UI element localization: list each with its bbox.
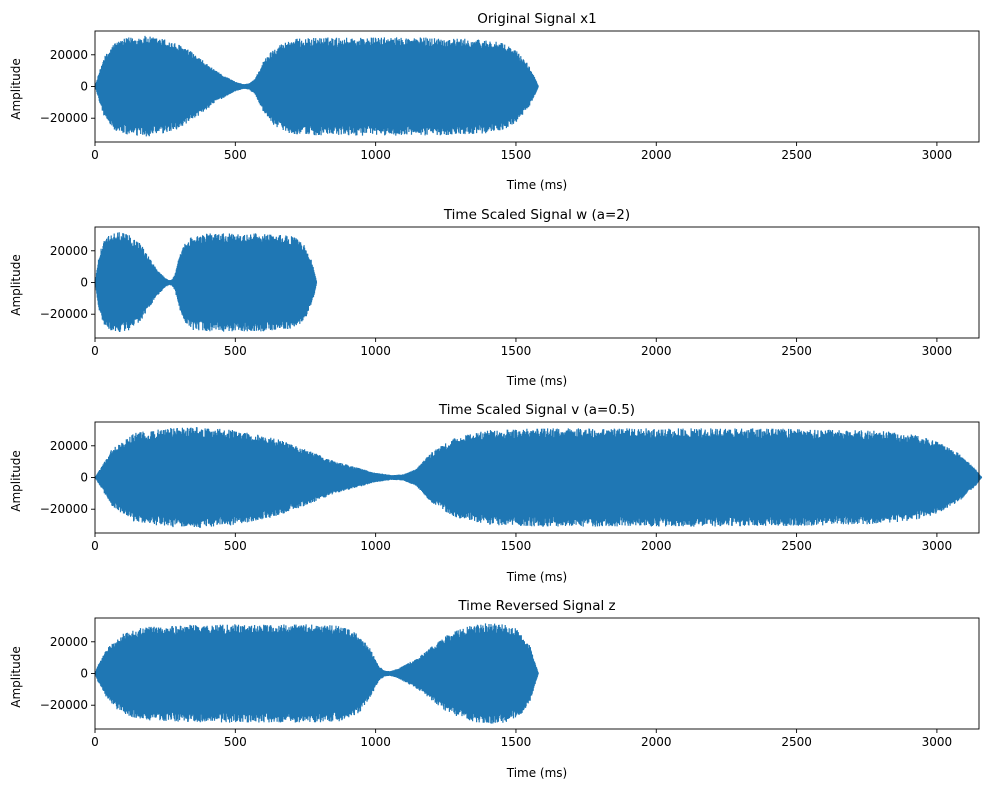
y-tick-label: −20000: [40, 307, 88, 321]
y-tick-label: 0: [80, 667, 88, 681]
y-axis-label: Amplitude: [9, 58, 23, 120]
x-axis-label: Time (ms): [506, 570, 568, 584]
y-tick-label: 20000: [50, 439, 88, 453]
x-tick-label: 2500: [781, 148, 812, 162]
y-axis-label: Amplitude: [9, 254, 23, 316]
y-axis-label: Amplitude: [9, 450, 23, 512]
x-tick-label: 0: [91, 148, 99, 162]
subplot-time-scaled-v: Time Scaled Signal v (a=0.5) 0 500 1000 150…: [9, 402, 983, 584]
x-tick-label: 2000: [641, 148, 672, 162]
x-tick-label: 2500: [781, 344, 812, 358]
x-tick-label: 1000: [360, 539, 391, 553]
x-tick-label: 1000: [360, 344, 391, 358]
x-tick-label: 1500: [501, 539, 532, 553]
chart-title: Original Signal x1: [477, 11, 596, 27]
x-tick-label: 2000: [641, 539, 672, 553]
y-tick-label: 20000: [50, 48, 88, 62]
x-tick-label: 0: [91, 539, 99, 553]
x-tick-label: 500: [224, 344, 247, 358]
signal-line: [94, 35, 539, 137]
x-tick-label: 1000: [360, 148, 391, 162]
y-axis-label: Amplitude: [9, 646, 23, 708]
x-tick-label: 2000: [641, 735, 672, 749]
x-tick-label: 500: [224, 735, 247, 749]
chart-title: Time Scaled Signal w (a=2): [443, 207, 630, 223]
x-tick-label: 0: [91, 344, 99, 358]
x-tick-label: 3000: [922, 148, 953, 162]
x-tick-label: 3000: [922, 735, 953, 749]
x-tick-label: 500: [224, 148, 247, 162]
y-tick-label: 0: [80, 276, 88, 290]
x-tick-label: 2000: [641, 344, 672, 358]
x-tick-label: 1500: [501, 735, 532, 749]
signal-line: [94, 427, 983, 528]
y-tick-label: −20000: [40, 502, 88, 516]
chart-title: Time Scaled Signal v (a=0.5): [438, 402, 635, 418]
plot-area: 0 500 1000 1500 2000 2500 3000 −20000 0 20000: [40, 617, 980, 749]
plot-area: 0 500 1000 1500 2000 2500 3000 −20000 0 20000: [40, 421, 983, 553]
x-tick-label: 1500: [501, 148, 532, 162]
x-axis-label: Time (ms): [506, 374, 568, 388]
x-axis-label: Time (ms): [506, 178, 568, 192]
x-tick-label: 500: [224, 539, 247, 553]
x-tick-label: 0: [91, 735, 99, 749]
plot-area: 0 500 1000 1500 2000 2500 3000 −20000 0 20000: [40, 226, 980, 358]
x-tick-label: 1500: [501, 344, 532, 358]
x-axis-label: Time (ms): [506, 766, 568, 780]
chart-title: Time Reversed Signal z: [457, 598, 615, 614]
y-tick-label: −20000: [40, 698, 88, 712]
subplot-time-reversed-z: Time Reversed Signal z 0 500 1000 1500 2000 2…: [9, 598, 980, 780]
y-tick-label: −20000: [40, 111, 88, 125]
plot-area: 0 500 1000 1500 2000 2500 3000 −20000 0 20000: [40, 30, 980, 162]
subplot-original-signal: Original Signal x1 0 500 1000 1500 2000 2500 3…: [9, 11, 980, 192]
y-tick-label: 0: [80, 471, 88, 485]
y-tick-label: 20000: [50, 635, 88, 649]
signal-line: [94, 623, 539, 724]
x-tick-label: 1000: [360, 735, 391, 749]
x-tick-label: 3000: [922, 344, 953, 358]
x-tick-label: 2500: [781, 735, 812, 749]
subplot-time-scaled-w: Time Scaled Signal w (a=2) 0 500 1000 1500 2…: [9, 207, 980, 388]
x-tick-label: 3000: [922, 539, 953, 553]
x-tick-label: 2500: [781, 539, 812, 553]
y-tick-label: 0: [80, 80, 88, 94]
y-tick-label: 20000: [50, 244, 88, 258]
signal-line: [94, 232, 318, 333]
